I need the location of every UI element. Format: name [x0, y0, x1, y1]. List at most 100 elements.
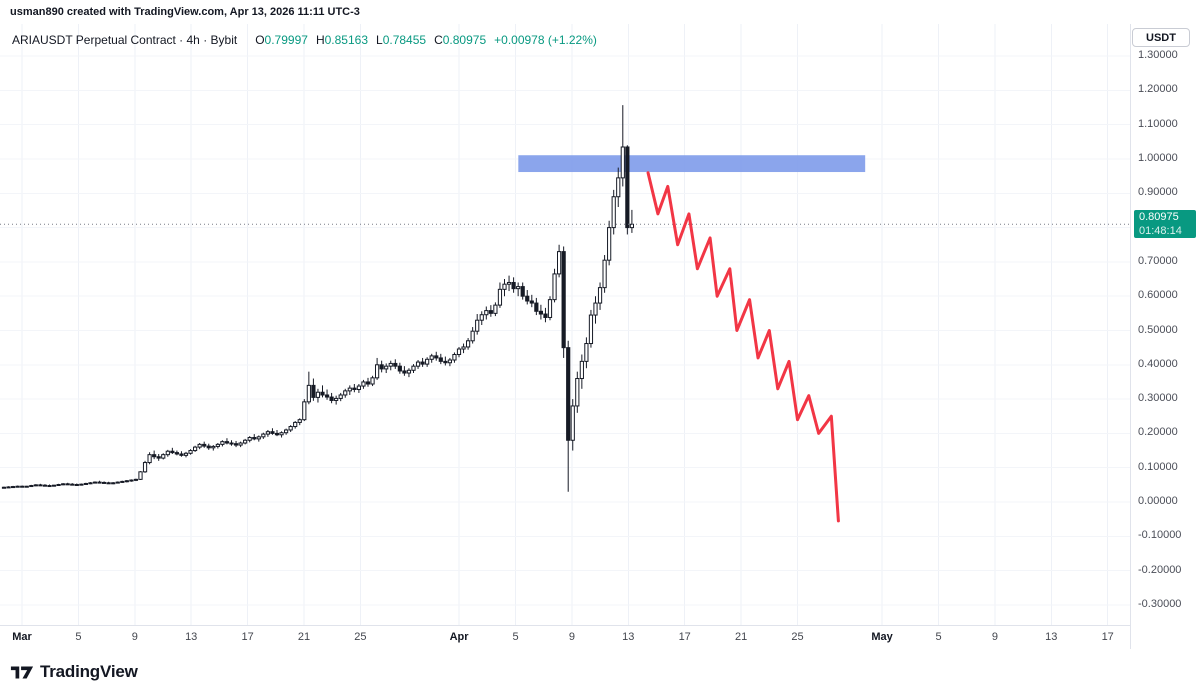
- candle-body: [616, 177, 621, 198]
- candle-body: [329, 396, 334, 401]
- candle-body: [165, 450, 170, 456]
- candle-body: [65, 483, 70, 486]
- candle-body: [466, 340, 471, 348]
- candle-body: [356, 385, 361, 390]
- rectangle-drawing[interactable]: [518, 155, 866, 173]
- candle-body: [538, 310, 543, 315]
- time-axis[interactable]: Mar 5 9 13 17 21 25 Apr 5 9 13 17 21 25 May 5 9 13 17: [0, 625, 1130, 649]
- candle-body: [302, 401, 307, 421]
- candle-body: [279, 432, 284, 436]
- candle-body: [375, 364, 380, 379]
- candle-body: [415, 361, 421, 367]
- candle-body: [229, 442, 234, 445]
- candle-body: [111, 482, 116, 485]
- candle-body: [15, 485, 20, 488]
- candlestick-chart[interactable]: [0, 24, 1130, 625]
- candle-body: [265, 431, 270, 435]
- candle-body: [197, 443, 202, 448]
- candle-body: [338, 394, 343, 399]
- time-tick-label: Mar: [12, 631, 32, 643]
- footer-bar: TradingView: [0, 649, 1200, 699]
- candle-body: [106, 482, 111, 485]
- time-tick-label: Apr: [449, 631, 469, 643]
- candle-body: [365, 381, 371, 385]
- candle-body: [456, 348, 462, 356]
- candle-body: [561, 251, 566, 349]
- candle-body: [406, 369, 412, 374]
- candle-body: [56, 484, 61, 487]
- candle-body: [411, 365, 416, 371]
- candle-body: [79, 483, 84, 486]
- candle-body: [525, 295, 530, 302]
- candle-body: [557, 251, 562, 275]
- price-badge-price: 0.80975: [1139, 211, 1179, 224]
- symbol-title: ARIAUSDT Perpetual Contract · 4h · Bybit: [12, 33, 238, 47]
- candle-body: [102, 481, 107, 484]
- candle-body: [29, 485, 34, 488]
- candle-body: [347, 387, 352, 392]
- time-tick-label: 21: [297, 631, 311, 643]
- ohlc-high-value: 0.85163: [324, 33, 368, 47]
- candle-body: [611, 196, 616, 229]
- candle-body: [183, 452, 189, 456]
- time-tick-label: 9: [131, 631, 138, 643]
- time-tick-label: 5: [935, 631, 942, 643]
- candle-body: [361, 381, 366, 387]
- candle-body: [243, 439, 248, 444]
- price-tick-label: 1.20000: [1138, 83, 1178, 96]
- candle-body: [511, 281, 516, 290]
- zigzag-arrow-drawing[interactable]: [646, 171, 840, 523]
- ohlc-open-label: O: [255, 33, 265, 47]
- candle-body: [161, 454, 166, 459]
- candle-body: [215, 443, 220, 447]
- candle-body: [629, 223, 634, 229]
- candle-body: [83, 482, 89, 485]
- price-tick-label: -0.30000: [1138, 597, 1182, 610]
- candle-body: [120, 480, 125, 483]
- price-tick-label: -0.10000: [1138, 529, 1182, 542]
- candle-body: [315, 391, 321, 398]
- candle-body: [224, 441, 230, 444]
- candle-body: [188, 450, 193, 454]
- candle-body: [138, 471, 143, 480]
- tradingview-logo[interactable]: TradingView: [10, 662, 138, 682]
- time-tick-label: 9: [991, 631, 998, 643]
- time-tick-label: 13: [622, 631, 635, 643]
- candle-body: [506, 281, 512, 285]
- candle-body: [206, 445, 211, 449]
- candle-body: [252, 437, 257, 440]
- candle-body: [388, 362, 393, 367]
- price-tick-label: 1.30000: [1138, 49, 1178, 62]
- candle-body: [475, 319, 480, 332]
- price-tick-label: 0.20000: [1138, 426, 1178, 439]
- time-tick-label: 13: [185, 631, 198, 643]
- price-tick-label: -0.20000: [1138, 563, 1182, 576]
- candle-body: [174, 452, 180, 455]
- candle-body: [497, 288, 503, 306]
- price-axis[interactable]: USDT 1.30000 1.20000 1.10000 1.00000 0.90000…: [1130, 24, 1200, 649]
- candle-body: [470, 330, 475, 342]
- brand-name: TradingView: [40, 662, 138, 681]
- candle-body: [47, 485, 52, 488]
- candle-body: [129, 479, 134, 482]
- time-tick-label: 5: [512, 631, 519, 643]
- candle-body: [1, 486, 7, 489]
- candle-body: [88, 482, 93, 485]
- chart-legend[interactable]: ARIAUSDT Perpetual Contract · 4h · Bybit…: [12, 33, 597, 47]
- candle-body: [438, 357, 443, 362]
- candle-body: [420, 361, 425, 365]
- candle-body: [284, 429, 289, 434]
- currency-button[interactable]: USDT: [1132, 28, 1190, 47]
- chart-pane[interactable]: ARIAUSDT Perpetual Contract · 4h · Bybit…: [0, 24, 1130, 625]
- candle-body: [588, 314, 594, 345]
- candle-body: [92, 481, 98, 484]
- candle-body: [534, 302, 539, 312]
- candle-body: [434, 355, 439, 359]
- time-tick-label: 17: [241, 631, 254, 643]
- time-tick-label: 25: [354, 631, 367, 643]
- candle-body: [61, 483, 66, 486]
- ohlc-close-value: 0.80975: [442, 33, 487, 47]
- candle-body: [270, 431, 275, 434]
- candle-body: [51, 484, 57, 487]
- ohlc-close-label: C: [434, 33, 443, 47]
